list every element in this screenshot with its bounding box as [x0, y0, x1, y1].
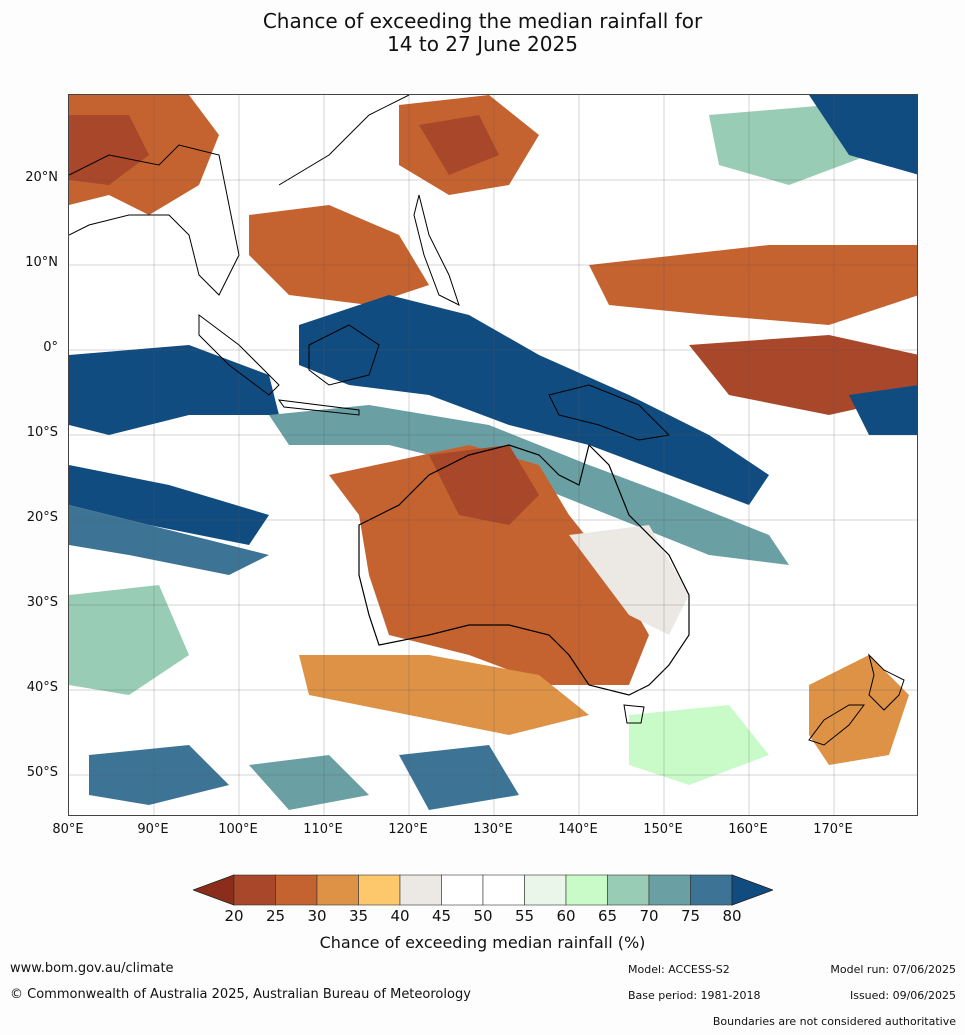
- region-wet-east: [849, 385, 917, 435]
- colorbar-label: Chance of exceeding median rainfall (%): [319, 933, 646, 952]
- region-very-dry-australia: [429, 445, 539, 525]
- coastline-asia: [69, 144, 240, 296]
- region-dry-seasia: [249, 205, 429, 305]
- region-light-green-2: [69, 585, 189, 695]
- region-dry-southern: [299, 655, 589, 735]
- lon-label-130e: 130°E: [473, 822, 513, 837]
- colorbar-box-50-55: [482, 874, 525, 906]
- colorbar-tick-70: 70: [639, 907, 659, 925]
- coastline-new-guinea: [548, 384, 671, 441]
- colorbar-tick-60: 60: [556, 907, 576, 925]
- colorbar: [191, 874, 775, 906]
- region-moist-band: [269, 405, 789, 565]
- boundaries-note: Boundaries are not considered authoritat…: [712, 1015, 956, 1028]
- colorbar-box-30-35: [316, 874, 359, 906]
- lat-label-40s: 40°S: [26, 680, 58, 695]
- colorbar-box-70-75: [648, 874, 691, 906]
- website-link[interactable]: www.bom.gov.au/climate: [10, 961, 174, 976]
- colorbar-box-65-70: [607, 874, 650, 906]
- region-very-dry-china: [419, 115, 499, 175]
- title-line-2: 14 to 27 June 2025: [387, 32, 578, 56]
- coastline-australia: [358, 443, 690, 696]
- model-run-date: Model run: 07/06/2025: [830, 963, 956, 976]
- coastline-china: [278, 95, 410, 186]
- coastline-tasmania: [623, 704, 645, 724]
- colorbar-tick-45: 45: [431, 907, 452, 925]
- lon-label-150e: 150°E: [643, 822, 683, 837]
- colorbar-box-55-60: [524, 874, 567, 906]
- model-name: Model: ACCESS-S2: [628, 963, 730, 976]
- region-very-dry-nw: [69, 115, 149, 185]
- colorbar-box-35-40: [358, 874, 401, 906]
- colorbar-below-arrow: [191, 874, 235, 906]
- rainfall-map: [68, 94, 918, 816]
- colorbar-tick-30: 30: [307, 907, 327, 925]
- region-moist-indian: [69, 505, 269, 575]
- colorbar-svg: [191, 874, 775, 906]
- colorbar-box-40-45: [399, 874, 442, 906]
- colorbar-tick-25: 25: [265, 907, 286, 925]
- coastline-borneo: [308, 324, 380, 386]
- map-canvas: [69, 95, 917, 815]
- graticule: [69, 95, 917, 815]
- lon-label-160e: 160°E: [728, 822, 768, 837]
- colorbar-box-20-25: [233, 874, 276, 906]
- lon-label-110e: 110°E: [303, 822, 343, 837]
- coastline-nz-north: [868, 653, 905, 711]
- colorbar-box-45-50: [441, 874, 484, 906]
- region-wet-indian: [69, 465, 269, 545]
- lon-label-90e: 90°E: [137, 822, 169, 837]
- colorbar-tick-20: 20: [224, 907, 244, 925]
- lon-label-120e: 120°E: [388, 822, 428, 837]
- lat-label-30s: 30°S: [26, 595, 58, 610]
- base-period: Base period: 1981-2018: [628, 989, 761, 1002]
- region-wet-equator-west: [69, 345, 279, 435]
- lon-label-100e: 100°E: [218, 822, 258, 837]
- colorbar-tick-40: 40: [390, 907, 410, 925]
- colorbar-tick-65: 65: [597, 907, 618, 925]
- colorbar-tick-75: 75: [680, 907, 701, 925]
- lat-label-10n: 10°N: [25, 255, 58, 270]
- title-line-1: Chance of exceeding the median rainfall …: [262, 9, 703, 33]
- lat-label-10s: 10°S: [26, 425, 58, 440]
- lon-label-80e: 80°E: [52, 822, 84, 837]
- lat-label-50s: 50°S: [26, 765, 58, 780]
- lat-label-0: 0°: [43, 340, 58, 355]
- colorbar-box-60-65: [565, 874, 608, 906]
- lon-label-170e: 170°E: [813, 822, 853, 837]
- chart-title: Chance of exceeding the median rainfall …: [0, 10, 965, 56]
- copyright-text: © Commonwealth of Australia 2025, Austra…: [10, 987, 471, 1002]
- colorbar-tick-35: 35: [348, 907, 369, 925]
- region-moist-south-2: [249, 755, 369, 810]
- colorbar-tick-50: 50: [473, 907, 493, 925]
- region-wet-ne: [809, 95, 917, 175]
- region-wet-maritime: [299, 295, 769, 505]
- colorbar-box-75-80: [690, 874, 733, 906]
- coastline-nz-south: [808, 704, 865, 746]
- colorbar-tick-80: 80: [722, 907, 742, 925]
- issued-date: Issued: 09/06/2025: [849, 989, 956, 1002]
- coastline-philippines: [413, 194, 460, 306]
- colorbar-above-arrow: [731, 874, 775, 906]
- lat-label-20n: 20°N: [25, 170, 58, 185]
- colorbar-box-25-30: [275, 874, 318, 906]
- region-dry-east-aus: [569, 525, 689, 635]
- coastline-java: [277, 399, 360, 416]
- lat-label-20s: 20°S: [26, 510, 58, 525]
- lon-label-140e: 140°E: [558, 822, 598, 837]
- colorbar-tick-55: 55: [514, 907, 535, 925]
- region-moist-south-3: [399, 745, 519, 810]
